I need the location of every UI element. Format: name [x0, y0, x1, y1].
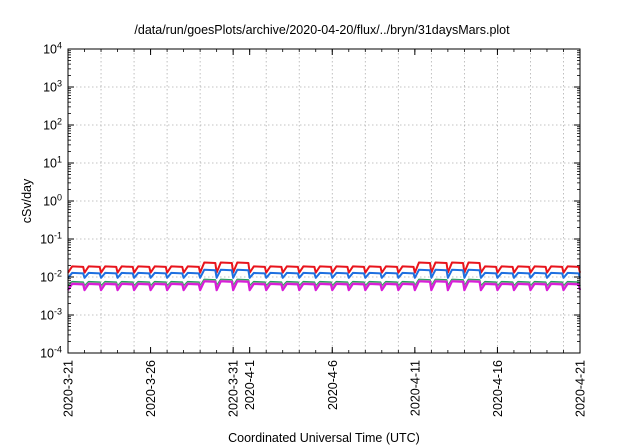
data-series: [67, 261, 582, 292]
y-tick-label: 10-3: [40, 307, 62, 323]
series-line-4: [67, 280, 582, 292]
x-tick-label: 2020-4-11: [408, 360, 422, 416]
x-tick-label: 2020-4-1: [243, 360, 257, 410]
x-tick-label: 2020-4-6: [326, 360, 340, 410]
y-tick-label: 104: [43, 41, 62, 57]
y-axis-label: cSv/day: [20, 178, 34, 223]
series-line-1: [67, 268, 581, 279]
x-tick-label: 2020-4-16: [491, 360, 505, 417]
y-tick-label: 10-4: [40, 345, 62, 361]
y-axis-ticks: 10-4 10-3 10-2 10-1 100 101 102 103 104: [40, 41, 580, 361]
y-tick-label: 102: [43, 117, 62, 133]
series-line-0: [67, 261, 581, 274]
y-tick-label: 10-2: [40, 269, 62, 285]
grid-lines: [68, 49, 580, 353]
x-axis-ticks: 2020-3-21 2020-3-26 2020-3-31 2020-4-1 2020-…: [62, 49, 588, 417]
x-tick-label: 2020-3-26: [144, 360, 158, 417]
y-tick-label: 103: [43, 79, 62, 95]
x-tick-label: 2020-3-21: [62, 360, 76, 417]
y-tick-label: 10-1: [40, 231, 62, 247]
x-tick-label: 2020-4-21: [574, 360, 588, 417]
chart-title: /data/run/goesPlots/archive/2020-04-20/f…: [134, 23, 510, 37]
x-axis-label: Coordinated Universal Time (UTC): [228, 431, 420, 445]
y-tick-label: 101: [43, 155, 62, 171]
x-tick-label: 2020-3-31: [227, 360, 241, 417]
y-tick-label: 100: [43, 193, 62, 209]
